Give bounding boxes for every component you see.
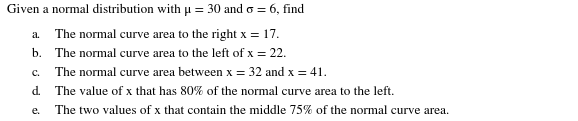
Text: The value of x that has 80% of the normal curve area to the left.: The value of x that has 80% of the norma… bbox=[55, 86, 394, 98]
Text: e.: e. bbox=[32, 106, 41, 117]
Text: c.: c. bbox=[32, 67, 41, 79]
Text: d.: d. bbox=[32, 86, 42, 98]
Text: The normal curve area to the left of x = 22.: The normal curve area to the left of x =… bbox=[55, 48, 286, 60]
Text: Given a normal distribution with μ = 30 and σ = 6, find: Given a normal distribution with μ = 30 … bbox=[7, 4, 304, 16]
Text: b.: b. bbox=[32, 48, 42, 60]
Text: a.: a. bbox=[32, 29, 41, 41]
Text: The normal curve area to the right x = 17.: The normal curve area to the right x = 1… bbox=[55, 29, 279, 41]
Text: The two values of x that contain the middle 75% of the normal curve area.: The two values of x that contain the mid… bbox=[55, 106, 449, 117]
Text: The normal curve area between x = 32 and x = 41.: The normal curve area between x = 32 and… bbox=[55, 67, 327, 79]
